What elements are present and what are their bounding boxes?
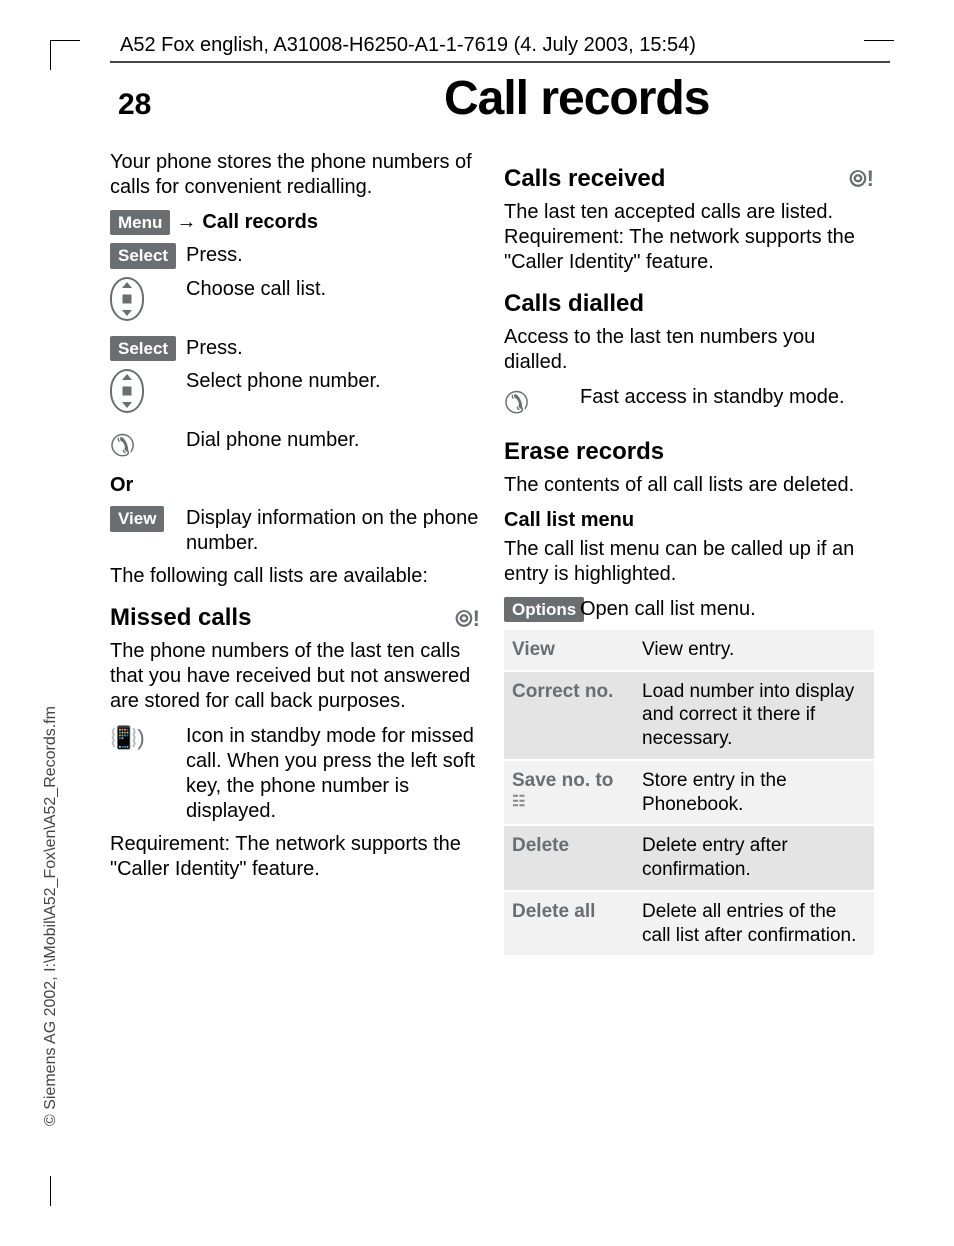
menu-path: Menu → Call records xyxy=(110,210,480,235)
erase-records-heading: Erase records xyxy=(504,437,664,467)
menu-key: Correct no. xyxy=(504,671,634,760)
missed-requirement: Requirement: The network supports the "C… xyxy=(110,832,480,882)
phonebook-icon: ☷ xyxy=(512,793,626,812)
select-chip: Select xyxy=(110,243,176,268)
call-list-menu-body: The call list menu can be called up if a… xyxy=(504,537,874,587)
table-row: Save no. to☷Store entry in the Phonebook… xyxy=(504,760,874,826)
call-list-menu-table: ViewView entry.Correct no.Load number in… xyxy=(504,630,874,958)
choose-list-label: Choose call list. xyxy=(186,277,480,302)
select-chip: Select xyxy=(110,336,176,361)
dial-phone-label: Dial phone number. xyxy=(186,428,480,453)
call-list-menu-heading: Call list menu xyxy=(504,508,874,533)
missed-calls-heading: Missed calls xyxy=(110,603,251,633)
options-chip: Options xyxy=(504,597,584,622)
arrow-icon: → xyxy=(176,210,196,235)
menu-key: Delete all xyxy=(504,891,634,957)
page-title: Call records xyxy=(271,71,882,126)
or-label: Or xyxy=(110,473,480,498)
menu-key: Save no. to☷ xyxy=(504,760,634,826)
menu-key: View xyxy=(504,630,634,671)
view-chip: View xyxy=(110,506,164,531)
dial-key-icon: ✆ xyxy=(110,428,135,466)
nav-key-icon xyxy=(110,277,144,321)
missed-calls-body: The phone numbers of the last ten calls … xyxy=(110,639,480,714)
menu-value: Delete all entries of the call list afte… xyxy=(634,891,874,957)
copyright-sidebar: © Siemens AG 2002, I:\Mobil\A52_Fox\en\A… xyxy=(42,706,60,1126)
view-text: Display information on the phone number. xyxy=(186,506,480,556)
calls-dialled-heading: Calls dialled xyxy=(504,289,644,319)
select-phone-label: Select phone number. xyxy=(186,369,480,394)
menu-value: Delete entry after confirmation. xyxy=(634,825,874,891)
missed-icon-desc: Icon in standby mode for missed call. Wh… xyxy=(186,724,480,824)
menu-target: Call records xyxy=(202,210,318,235)
press-label: Press. xyxy=(186,243,480,268)
doc-header-ref: A52 Fox english, A31008-H6250-A1-1-7619 … xyxy=(110,30,890,63)
table-row: Correct no.Load number into display and … xyxy=(504,671,874,760)
menu-chip: Menu xyxy=(110,210,170,235)
network-feature-icon: ⦾! xyxy=(455,605,480,633)
missed-call-icon: 📳) xyxy=(110,725,145,750)
nav-key-icon xyxy=(110,369,144,413)
network-feature-icon: ⦾! xyxy=(849,165,874,193)
table-row: Delete allDelete all entries of the call… xyxy=(504,891,874,957)
menu-value: Store entry in the Phonebook. xyxy=(634,760,874,826)
calls-dialled-body: Access to the last ten numbers you diall… xyxy=(504,325,874,375)
dial-key-icon: ✆ xyxy=(504,385,529,423)
intro-text: Your phone stores the phone numbers of c… xyxy=(110,150,480,200)
crop-mark xyxy=(50,1176,80,1206)
lists-intro: The following call lists are available: xyxy=(110,564,480,589)
fast-access-label: Fast access in standby mode. xyxy=(580,385,874,410)
calls-received-heading: Calls received xyxy=(504,164,665,194)
table-row: ViewView entry. xyxy=(504,630,874,671)
erase-records-body: The contents of all call lists are delet… xyxy=(504,473,874,498)
menu-key: Delete xyxy=(504,825,634,891)
table-row: DeleteDelete entry after confirmation. xyxy=(504,825,874,891)
menu-value: Load number into display and correct it … xyxy=(634,671,874,760)
options-text: Open call list menu. xyxy=(580,597,874,622)
page-number: 28 xyxy=(118,88,151,122)
menu-value: View entry. xyxy=(634,630,874,671)
crop-mark xyxy=(50,40,80,70)
press-label: Press. xyxy=(186,336,480,361)
calls-received-body: The last ten accepted calls are listed. … xyxy=(504,200,874,275)
